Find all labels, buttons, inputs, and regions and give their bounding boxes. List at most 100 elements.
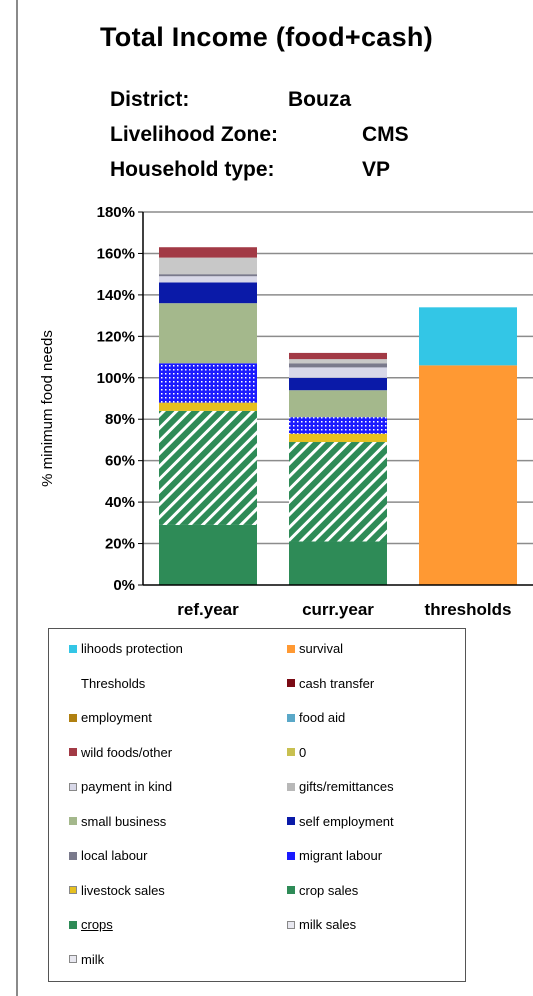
legend-item: crop sales [287,883,358,898]
x-tick-label: thresholds [425,600,512,619]
info-district: District: Bouza [110,88,490,116]
y-tick-label: 60% [105,453,135,470]
bar-segment-livestock-sales [159,402,257,411]
legend-swatch [287,679,295,687]
legend-swatch [287,886,295,894]
info-zone: Livelihood Zone: CMS [110,123,490,151]
legend-label: Thresholds [81,675,146,691]
info-household: Household type: VP [110,158,490,186]
bar-segment-self-employment [289,377,387,391]
legend-swatch [287,748,295,756]
bar-segment-crops [289,541,387,585]
legend-item: gifts/remittances [287,779,394,794]
bar-segment-local-labour [289,363,387,368]
y-tick-label: 80% [105,411,135,428]
legend-label: lihoods protection [81,641,183,656]
district-value: Bouza [288,88,351,111]
legend-swatch [69,748,77,756]
legend-item: Thresholds [69,676,145,691]
legend-swatch [69,886,77,894]
legend-swatch [69,679,77,687]
y-tick-label: 40% [105,494,135,511]
bar-segment-self-employment [159,282,257,304]
legend-label: local labour [81,848,148,863]
bar-segment-small-business [289,390,387,418]
household-value: VP [362,158,391,181]
income-bar-chart: 0% 20% 40% 60% 80% 100% 120% 140% 160% 180% % mini… [39,204,533,619]
bar-segment-livelihoods-protection [419,307,517,366]
bar-segment-migrant-labour [159,363,257,403]
bar-segment-livestock-sales [289,433,387,443]
legend-item: food aid [287,710,345,725]
y-tick-label: 100% [97,370,135,387]
legend-swatch [69,713,77,722]
y-tick-label: 180% [97,204,135,221]
zone-label: Livelihood Zone: [110,123,278,146]
legend-swatch [69,955,77,963]
legend-label: employment [81,710,152,725]
legend-label: wild foods/other [81,744,173,760]
legend-label: food aid [299,710,346,725]
y-tick-label: 160% [97,245,135,262]
legend-label: milk [81,951,105,967]
legend-item: employment [69,710,152,725]
x-tick-label: curr.year [302,600,374,619]
legend-swatch [69,920,77,929]
bar-segment-gifts-remittances [159,257,257,275]
bar-segment-small-business [159,303,257,364]
legend-item: self employment [287,814,394,829]
y-tick-label: 0% [113,577,135,594]
legend-item: payment in kind [69,779,172,794]
zone-value: CMS [362,123,409,146]
legend-item: cash transfer [287,676,374,691]
legend-item: crops [69,917,113,932]
legend-label: crop sales [299,882,359,898]
legend-item: wild foods/other [69,745,172,760]
legend-item: lihoods protection [69,641,183,656]
legend-label: livestock sales [81,882,165,898]
legend-label: self employment [299,813,394,829]
bar-segment-wild-foods-other [159,247,257,258]
legend-swatch [287,644,295,653]
y-tick-label: 120% [97,328,135,345]
legend-swatch [69,782,77,791]
bar-segment-crop-sales [159,410,257,525]
chart-legend: lihoods protection survival Thresholds cash… [48,628,466,982]
legend-swatch [69,851,77,860]
legend-item: survival [287,641,343,656]
legend-label: cash transfer [299,675,375,691]
legend-label: survival [299,641,344,656]
page-frame-line [16,0,18,996]
bar-segment-crops [159,524,257,585]
bar-segment-payment-in-kind [159,276,257,283]
legend-swatch [287,782,295,791]
bar-segment-survival [419,365,517,585]
bar-segment-payment-in-kind [289,367,387,378]
bar-segment-crop-sales [289,442,387,542]
chart-title: Total Income (food+cash) [100,22,433,52]
legend-item: local labour [69,848,148,863]
legend-label: gifts/remittances [299,779,394,794]
y-tick-label: 140% [97,287,135,304]
legend-swatch [287,817,295,825]
y-axis-label: % minimum food needs [39,330,56,487]
legend-label: milk sales [299,917,357,932]
household-label: Household type: [110,158,275,181]
legend-swatch [287,713,295,722]
legend-item: small business [69,814,166,829]
legend-label: small business [81,813,167,829]
district-label: District: [110,88,190,111]
legend-item: milk [69,952,104,967]
bar-segment-wild-foods-other [289,352,387,360]
legend-label: crops [81,917,113,932]
legend-label: migrant labour [299,848,383,863]
bar-segment-local-labour [159,274,257,277]
x-tick-label: ref.year [177,600,239,619]
legend-swatch [69,817,77,825]
legend-item: milk sales [287,917,356,932]
bar-segment-migrant-labour [289,417,387,434]
legend-item: livestock sales [69,883,165,898]
legend-swatch [69,644,77,653]
legend-item: 0 [287,745,306,760]
legend-swatch [287,920,295,929]
